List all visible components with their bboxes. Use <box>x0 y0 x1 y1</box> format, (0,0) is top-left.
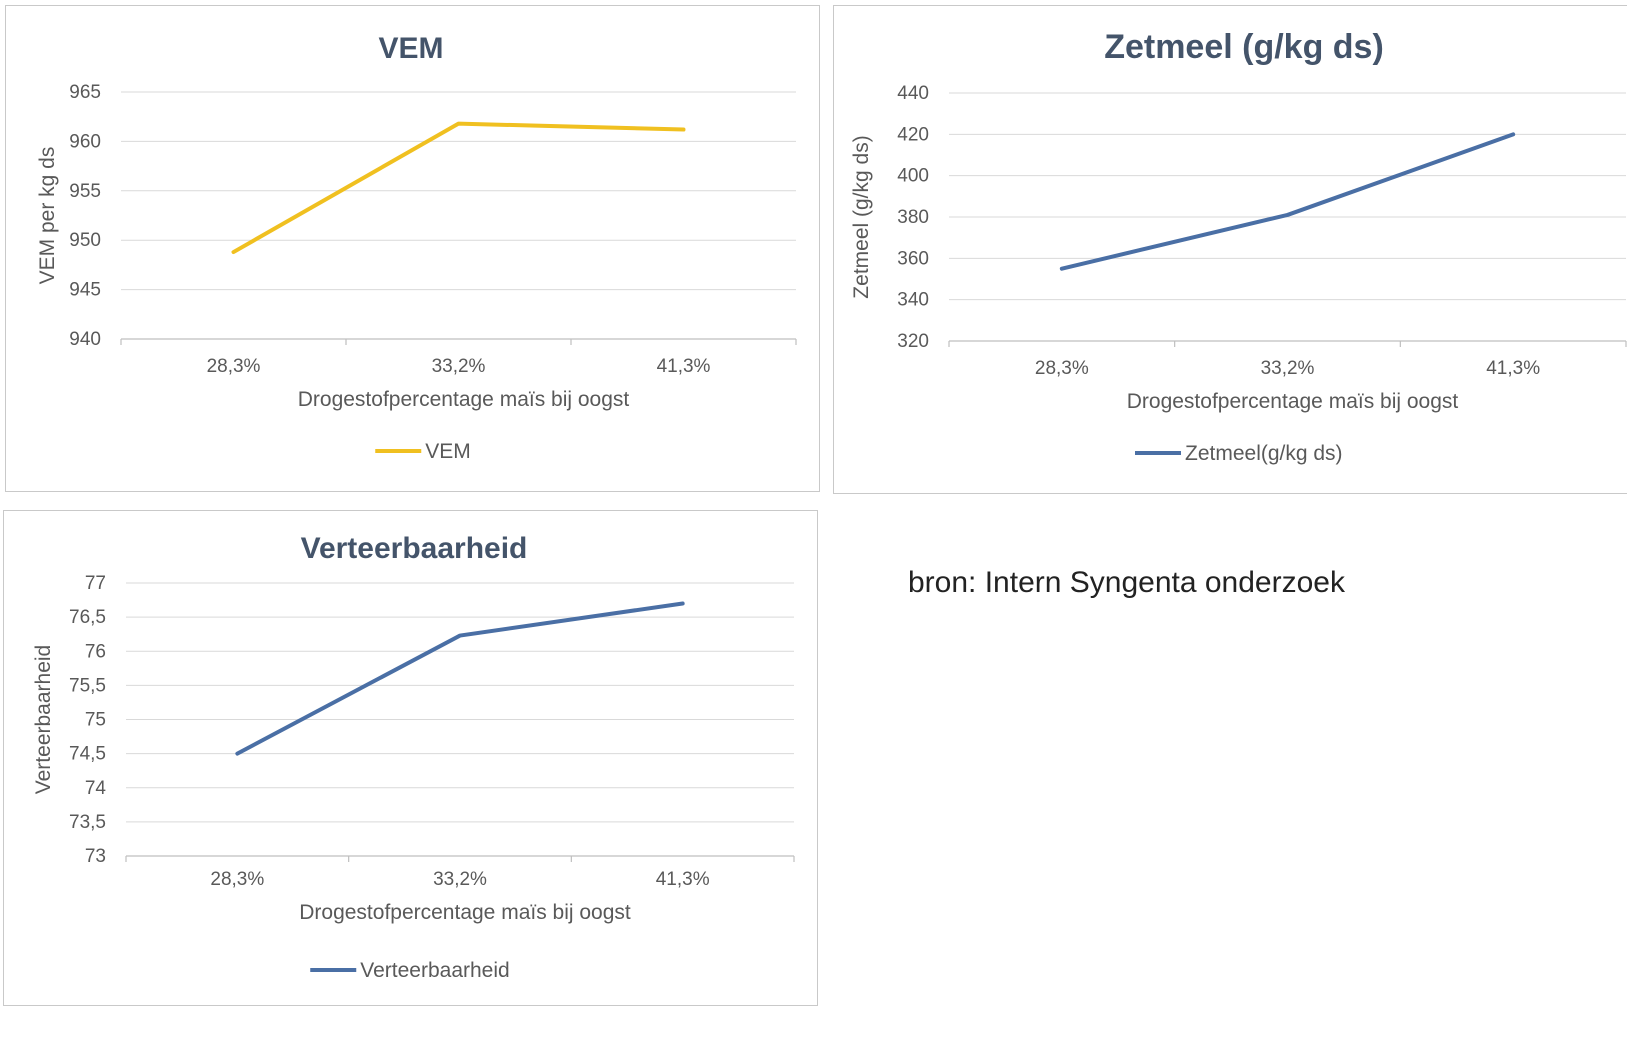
y-tick-label: 74 <box>85 778 107 799</box>
y-axis-label: Verteerbaarheid <box>32 645 55 794</box>
y-tick-label: 950 <box>69 230 101 251</box>
x-tick-label: 33,2% <box>432 356 486 377</box>
legend-label: Verteerbaarheid <box>360 959 509 982</box>
y-tick-label: 400 <box>897 166 929 187</box>
y-tick-label: 965 <box>69 82 101 103</box>
series-line <box>231 121 686 255</box>
y-tick-label: 73,5 <box>69 812 106 833</box>
y-tick-label: 76,5 <box>69 607 106 628</box>
y-tick-label: 420 <box>897 124 929 145</box>
x-axis-label: Drogestofpercentage maïs bij oogst <box>298 388 630 411</box>
y-tick-label: 360 <box>897 248 929 269</box>
x-tick-label: 41,3% <box>657 356 711 377</box>
y-axis-label: Zetmeel (g/kg ds) <box>850 135 873 298</box>
x-tick-label: 33,2% <box>433 869 487 890</box>
chart-title: Zetmeel (g/kg ds) <box>1104 28 1384 66</box>
x-tick-label: 41,3% <box>656 869 710 890</box>
legend-label: VEM <box>425 440 471 463</box>
y-tick-label: 74,5 <box>69 744 106 765</box>
series-line <box>235 601 685 756</box>
x-axis-label: Drogestofpercentage maïs bij oogst <box>1127 390 1459 413</box>
y-tick-label: 380 <box>897 207 929 228</box>
x-tick-label: 28,3% <box>207 356 261 377</box>
series-line <box>1059 132 1516 271</box>
y-tick-label: 440 <box>897 83 929 104</box>
chart-panel-vem: VEM 940 945 950 955 960 965 28,3% 33,2% 41,3% Drog… <box>5 5 820 492</box>
y-tick-label: 77 <box>85 573 106 594</box>
chart-panel-verteerbaarheid: Verteerbaarheid 73 73,5 74 74,5 75 75,5 76 76,5 7… <box>3 510 818 1006</box>
y-tick-label: 75 <box>85 710 106 731</box>
y-tick-label: 955 <box>69 181 101 202</box>
y-tick-label: 75,5 <box>69 675 106 696</box>
x-tick-label: 33,2% <box>1261 358 1315 379</box>
chart-vem: VEM 940 945 950 955 960 965 28,3% 33,2% 41,3% Drog… <box>36 32 797 463</box>
y-tick-label: 945 <box>69 280 101 301</box>
x-axis-label: Drogestofpercentage maïs bij oogst <box>299 901 631 924</box>
y-tick-label: 940 <box>69 329 101 350</box>
y-tick-label: 340 <box>897 290 929 311</box>
y-tick-label: 76 <box>85 641 106 662</box>
chart-title: VEM <box>378 32 443 65</box>
y-axis-label: VEM per kg ds <box>36 147 59 285</box>
x-tick-label: 41,3% <box>1486 358 1540 379</box>
y-tick-label: 960 <box>69 131 101 152</box>
chart-panel-zetmeel: Zetmeel (g/kg ds) 320 340 360 380 400 420 440 28… <box>833 5 1627 494</box>
legend-label: Zetmeel(g/kg ds) <box>1185 442 1343 465</box>
chart-zetmeel: Zetmeel (g/kg ds) 320 340 360 380 400 420 440 28… <box>850 28 1627 465</box>
y-tick-label: 73 <box>85 846 106 867</box>
y-tick-label: 320 <box>897 331 929 352</box>
chart-title: Verteerbaarheid <box>301 532 528 565</box>
x-tick-label: 28,3% <box>210 869 264 890</box>
source-note: bron: Intern Syngenta onderzoek <box>908 566 1345 599</box>
chart-verteerbaarheid: Verteerbaarheid 73 73,5 74 74,5 75 75,5 76 76,5 7… <box>32 532 795 982</box>
x-tick-label: 28,3% <box>1035 358 1089 379</box>
